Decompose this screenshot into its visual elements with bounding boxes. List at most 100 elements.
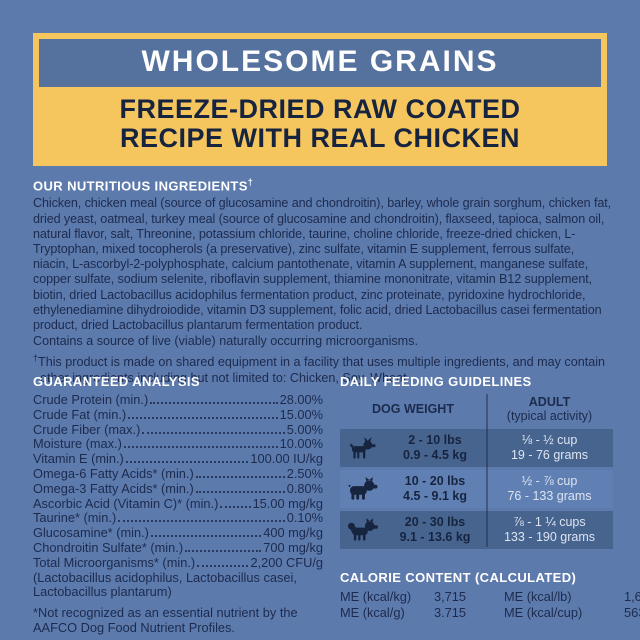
feeding-table-header: DOG WEIGHT ADULT (typical activity)	[340, 392, 613, 426]
dot-leader	[195, 475, 285, 478]
weight-range: 20 - 30 lbs 9.1 - 13.6 kg	[384, 515, 486, 545]
analysis-label: Ascorbic Acid (Vitamin C)* (min.)	[33, 495, 219, 511]
medium-dog-icon	[340, 476, 384, 502]
analysis-label: Crude Protein (min.)	[33, 392, 149, 407]
calorie-entry: ME (kcal/g) 3.715	[340, 605, 466, 621]
calorie-label: ME (kcal/kg)	[340, 589, 412, 604]
ingredients-section: OUR NUTRITIOUS INGREDIENTS† Chicken, chi…	[33, 177, 613, 386]
analysis-value: 2.50%	[286, 465, 323, 481]
shared-equipment-footnote-text: This product is made on shared equipment…	[38, 355, 606, 385]
analysis-row: Omega-3 Fatty Acids* (min.) 0.80%	[33, 480, 323, 497]
analysis-row: Moisture (max.) 10.00%	[33, 437, 323, 452]
dagger-mark: †	[247, 177, 254, 187]
analysis-label: Crude Fiber (max.)	[33, 421, 141, 437]
banner-subtitle: FREEZE-DRIED RAW COATED RECIPE WITH REAL…	[39, 87, 601, 160]
analysis-value: 0.80%	[286, 480, 323, 496]
aafco-footnote: *Not recognized as an essential nutrient…	[33, 605, 298, 635]
weight-kg: 9.1 - 13.6 kg	[399, 530, 471, 544]
calorie-label: ME (kcal/lb)	[504, 589, 572, 604]
column-header-dog-weight: DOG WEIGHT	[372, 402, 454, 416]
guaranteed-analysis-section: GUARANTEED ANALYSIS Crude Protein (min.)…	[33, 374, 323, 635]
banner-title: WHOLESOME GRAINS	[39, 39, 601, 87]
table-column-divider	[486, 394, 488, 547]
ingredients-list: Chicken, chicken meal (source of glucosa…	[33, 196, 612, 332]
small-dog-icon	[340, 436, 384, 461]
feeding-row: 2 - 10 lbs 0.9 - 4.5 kg ⅛ - ½ cup 19 - 7…	[340, 429, 613, 467]
analysis-value: 10.00%	[279, 436, 323, 452]
feeding-section: DAILY FEEDING GUIDELINES DOG WEIGHT ADUL…	[340, 374, 640, 635]
analysis-label: Total Microorganisms* (min.)	[33, 554, 196, 570]
calorie-content-section: CALORIE CONTENT (CALCULATED) ME (kcal/kg…	[340, 570, 640, 621]
weight-range: 10 - 20 lbs 4.5 - 9.1 kg	[384, 474, 486, 504]
analysis-value: 5.00%	[286, 421, 323, 437]
amount-cups: ½ - ⅞ cup	[521, 474, 578, 488]
dot-leader	[150, 402, 278, 404]
shared-equipment-footnote: †This product is made on shared equipmen…	[33, 351, 613, 386]
weight-range: 2 - 10 lbs 0.9 - 4.5 kg	[384, 433, 486, 463]
microorganisms-species-line1: (Lactobacillus acidophilus, Lactobacillu…	[33, 569, 297, 585]
dot-leader	[220, 505, 251, 508]
large-dog-icon	[340, 517, 384, 543]
analysis-label: Omega-3 Fatty Acids* (min.)	[33, 480, 194, 496]
analysis-value: 100.00 IU/kg	[250, 451, 323, 467]
microorganisms-species-line2: Lactobacillus plantarum)	[33, 583, 172, 599]
analysis-label: Omega-6 Fatty Acids* (min.)	[33, 465, 194, 481]
dot-leader	[118, 520, 285, 523]
calorie-value: 3.715	[433, 604, 466, 620]
calorie-column-right: ME (kcal/lb) 1,685 ME (kcal/cup) 563.5	[504, 589, 640, 621]
feeding-row: 20 - 30 lbs 9.1 - 13.6 kg ⅞ - 1 ¼ cups 1…	[340, 511, 613, 549]
guaranteed-analysis-table: Crude Protein (min.) 28.00% Crude Fat (mi…	[33, 392, 323, 571]
analysis-value: 15.00 mg/kg	[252, 495, 323, 511]
guaranteed-analysis-heading: GUARANTEED ANALYSIS	[33, 374, 200, 389]
amount-cups: ⅛ - ½ cup	[521, 433, 578, 447]
ingredients-heading: OUR NUTRITIOUS INGREDIENTS†	[33, 177, 613, 193]
dot-leader	[128, 416, 278, 419]
weight-lbs: 10 - 20 lbs	[404, 474, 466, 488]
dot-leader	[185, 549, 262, 552]
dot-leader	[150, 535, 262, 538]
analysis-label: Crude Fat (min.)	[33, 406, 127, 422]
analysis-label: Moisture (max.)	[33, 436, 122, 452]
product-banner: WHOLESOME GRAINS FREEZE-DRIED RAW COATED…	[33, 33, 607, 166]
analysis-value: 400 mg/kg	[263, 525, 323, 541]
analysis-label: Vitamin E (min.)	[33, 451, 124, 467]
feeding-row: 10 - 20 lbs 4.5 - 9.1 kg ½ - ⅞ cup 76 - …	[340, 470, 613, 508]
weight-lbs: 2 - 10 lbs	[408, 433, 462, 447]
banner-subtitle-line1: FREEZE-DRIED RAW COATED	[119, 94, 521, 124]
analysis-row: Crude Protein (min.) 28.00%	[33, 392, 323, 408]
analysis-label: Taurine* (min.)	[33, 510, 117, 526]
analysis-row: Taurine* (min.) 0.10%	[33, 511, 323, 526]
column-header-adult: ADULT (typical activity)	[486, 392, 613, 426]
ingredients-heading-text: OUR NUTRITIOUS INGREDIENTS	[33, 178, 248, 194]
calorie-entry: ME (kcal/lb) 1,685	[504, 589, 640, 605]
analysis-row: Crude Fat (min.) 15.00%	[33, 406, 323, 423]
dot-leader	[142, 431, 285, 434]
calorie-heading: CALORIE CONTENT (CALCULATED)	[340, 570, 577, 585]
dot-leader	[195, 490, 285, 493]
calorie-value: 563.5	[623, 604, 640, 620]
banner-subtitle-line2: RECIPE WITH REAL CHICKEN	[119, 123, 521, 154]
calorie-grid: ME (kcal/kg) 3,715 ME (kcal/g) 3.715 ME (k…	[340, 589, 640, 621]
weight-kg: 4.5 - 9.1 kg	[403, 489, 467, 503]
calorie-entry: ME (kcal/cup) 563.5	[504, 605, 640, 621]
weight-lbs: 20 - 30 lbs	[404, 515, 466, 529]
analysis-value: 2,200 CFU/g	[250, 554, 323, 570]
dot-leader	[125, 461, 249, 464]
analysis-row: Chondroitin Sulfate* (min.) 700 mg/kg	[33, 539, 323, 556]
dot-leader	[123, 446, 278, 449]
weight-kg: 0.9 - 4.5 kg	[403, 448, 467, 462]
feeding-amount: ½ - ⅞ cup 76 - 133 grams	[486, 474, 613, 504]
analysis-value: 28.00%	[279, 392, 323, 407]
column-header-adult-subtitle: (typical activity)	[506, 409, 593, 423]
calorie-value: 3,715	[433, 589, 466, 604]
feeding-amount: ⅛ - ½ cup 19 - 76 grams	[486, 433, 613, 463]
analysis-label: Glucosamine* (min.)	[33, 525, 149, 541]
analysis-label: Chondroitin Sulfate* (min.)	[33, 539, 184, 555]
microorganisms-note: Contains a source of live (viable) natur…	[33, 334, 418, 349]
details-columns: GUARANTEED ANALYSIS Crude Protein (min.)…	[33, 374, 640, 635]
calorie-entry: ME (kcal/kg) 3,715	[340, 589, 466, 605]
analysis-value: 0.10%	[286, 510, 323, 526]
analysis-row: Omega-6 Fatty Acids* (min.) 2.50%	[33, 465, 323, 482]
feeding-table: DOG WEIGHT ADULT (typical activity)	[340, 392, 613, 549]
amount-cups: ⅞ - 1 ¼ cups	[513, 515, 586, 529]
